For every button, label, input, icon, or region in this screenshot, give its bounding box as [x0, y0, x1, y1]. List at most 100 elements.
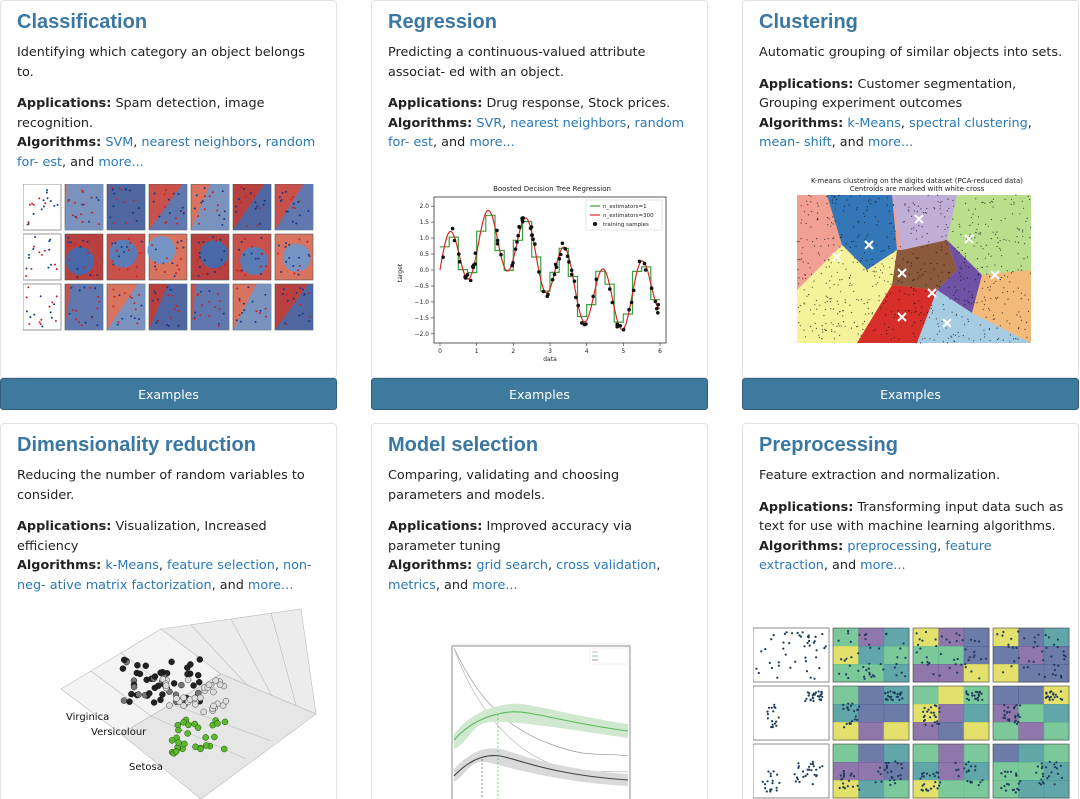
algorithm-link[interactable]: feature extraction — [759, 538, 992, 574]
x-tick-label: 1 — [475, 348, 479, 355]
more-link[interactable]: more... — [860, 558, 906, 573]
kmeans-digits-thumbnail[interactable]: K-means clustering on the digits dataset… — [793, 175, 1041, 347]
classifier-comparison-thumbnail[interactable] — [23, 184, 333, 334]
chart-legend: n_estimators=1 n_estimators=300 training… — [585, 199, 663, 231]
algorithm-link[interactable]: spectral clustering — [909, 115, 1028, 131]
classifier-cell — [64, 283, 104, 331]
applications-text: Transforming input data such as text for… — [759, 499, 1064, 535]
applications-label: Applications: — [759, 76, 854, 92]
algorithm-link[interactable]: SVM — [105, 135, 134, 150]
algorithms-label: Algorithms: — [17, 135, 102, 150]
applications-text: Drug response, Stock prices. — [486, 96, 671, 111]
classifier-cell — [106, 233, 146, 281]
algorithm-link[interactable]: k-Means — [105, 558, 159, 573]
y-tick-label: −1.5 — [414, 315, 429, 322]
classifier-cell — [106, 283, 146, 331]
legend-entry: n_estimators=1 — [603, 204, 647, 210]
x-tick-label: 2 — [511, 348, 515, 355]
algorithm-link[interactable]: cross validation — [556, 558, 657, 573]
applications-line: Applications: Spam detection, image reco… — [17, 94, 322, 133]
card-body: Identifying which category an object bel… — [17, 43, 322, 172]
applications-text: Visualization, Increased efficiency — [17, 519, 267, 554]
algorithm-link[interactable]: preprocessing — [847, 538, 938, 554]
card-title[interactable]: Model selection — [388, 434, 539, 456]
algorithm-link[interactable]: k-Means — [847, 115, 901, 131]
card-dimensionality-reduction: Dimensionality reduction Reducing the nu… — [0, 423, 337, 799]
classifier-cell — [274, 233, 314, 281]
more-link[interactable]: more... — [469, 135, 515, 150]
algorithm-link[interactable]: grid search — [476, 558, 548, 573]
classifier-cell — [232, 184, 272, 231]
discretizer-cell — [753, 627, 830, 683]
algorithms-label: Algorithms: — [388, 115, 473, 131]
applications-label: Applications: — [388, 96, 483, 111]
classifier-cell — [106, 184, 146, 231]
algorithms-label: Algorithms: — [388, 558, 473, 573]
examples-button[interactable]: Examples — [742, 378, 1079, 410]
discretizer-cell — [912, 627, 990, 683]
algorithm-link[interactable]: mean- shift — [759, 135, 832, 150]
applications-text: Customer segmentation, Grouping experime… — [759, 76, 1017, 112]
algorithm-link[interactable]: non-neg- ative matrix factorization — [17, 558, 312, 593]
x-tick-label: 0 — [438, 348, 442, 355]
card-title[interactable]: Clustering — [759, 11, 858, 33]
card-model-selection: Model selection Comparing, validating an… — [371, 423, 708, 799]
algorithm-link[interactable]: random for- est — [388, 115, 685, 151]
classifier-cell — [190, 283, 230, 331]
card-title[interactable]: Regression — [388, 11, 497, 33]
card-title[interactable]: Preprocessing — [759, 434, 898, 456]
discretizer-cell — [992, 685, 1070, 741]
card-body: Comparing, validating and choosing param… — [388, 466, 693, 595]
discretizer-cell — [832, 743, 910, 799]
classifier-cell — [232, 283, 272, 331]
n-estimators-1-line — [440, 214, 660, 323]
card-description: Automatic grouping of similar objects in… — [759, 45, 1063, 60]
card-regression: Regression Predicting a continuous-value… — [371, 0, 708, 378]
algorithms-line: Algorithms: grid search, cross validatio… — [388, 558, 661, 593]
more-link[interactable]: more... — [472, 577, 518, 593]
examples-button[interactable]: Examples — [0, 378, 337, 410]
legend-entry: n_estimators=300 — [603, 213, 654, 219]
algorithm-link[interactable]: nearest neighbors — [510, 115, 627, 131]
card-title[interactable]: Dimensionality reduction — [17, 434, 256, 456]
applications-line: Applications: Visualization, Increased e… — [17, 517, 322, 556]
x-tick-label: 6 — [658, 348, 662, 355]
x-tick-label: 5 — [621, 348, 625, 355]
mini-legend — [589, 647, 629, 665]
card-body: Feature extraction and normalization. Ap… — [759, 466, 1064, 576]
more-link[interactable]: more... — [867, 135, 914, 150]
y-tick-label: −0.5 — [414, 283, 429, 290]
card-description: Reducing the number of random variables … — [17, 468, 305, 503]
algorithms-label: Algorithms: — [759, 115, 844, 131]
chart-title-line: K-means clustering on the digits dataset… — [811, 177, 1023, 185]
card-clustering: Clustering Automatic grouping of similar… — [742, 0, 1079, 378]
card-body: Reducing the number of random variables … — [17, 466, 322, 595]
discretizer-cell — [753, 685, 830, 741]
algorithm-link[interactable]: random for- est — [17, 135, 316, 170]
grid-search-scoring-thumbnail[interactable] — [440, 634, 640, 799]
y-tick-label: 1.5 — [419, 219, 429, 226]
algorithm-link[interactable]: SVR — [476, 115, 503, 131]
more-link[interactable]: more... — [247, 577, 294, 593]
examples-button[interactable]: Examples — [371, 378, 708, 410]
applications-label: Applications: — [759, 499, 854, 515]
kbins-discretizer-thumbnail[interactable] — [753, 624, 1075, 799]
card-title[interactable]: Classification — [17, 11, 148, 33]
algorithm-link[interactable]: feature selection — [167, 558, 275, 573]
pca-iris-3d-thumbnail[interactable]: Virginica Versicolour Setosa — [51, 604, 321, 799]
applications-label: Applications: — [17, 519, 112, 534]
classifier-cell — [64, 233, 104, 281]
applications-line: Applications: Transforming input data su… — [759, 498, 1064, 537]
more-link[interactable]: more... — [98, 154, 144, 170]
applications-line: Applications: Improved accuracy via para… — [388, 517, 693, 556]
class-label: Versicolour — [91, 727, 147, 738]
y-tick-label: 1.0 — [419, 235, 429, 242]
x-tick-label: 4 — [585, 348, 589, 355]
algorithms-label: Algorithms: — [17, 558, 102, 573]
algorithms-line: Algorithms: k-Means, spectral clustering… — [759, 115, 1032, 151]
algorithm-link[interactable]: nearest neighbors — [141, 135, 258, 150]
algorithm-link[interactable]: metrics — [388, 577, 436, 593]
boosted-tree-regression-thumbnail[interactable]: Boosted Decision Tree Regression 2.0 1.5 1… — [392, 183, 682, 363]
card-classification: Classification Identifying which categor… — [0, 0, 337, 378]
classifier-cell — [274, 283, 314, 331]
